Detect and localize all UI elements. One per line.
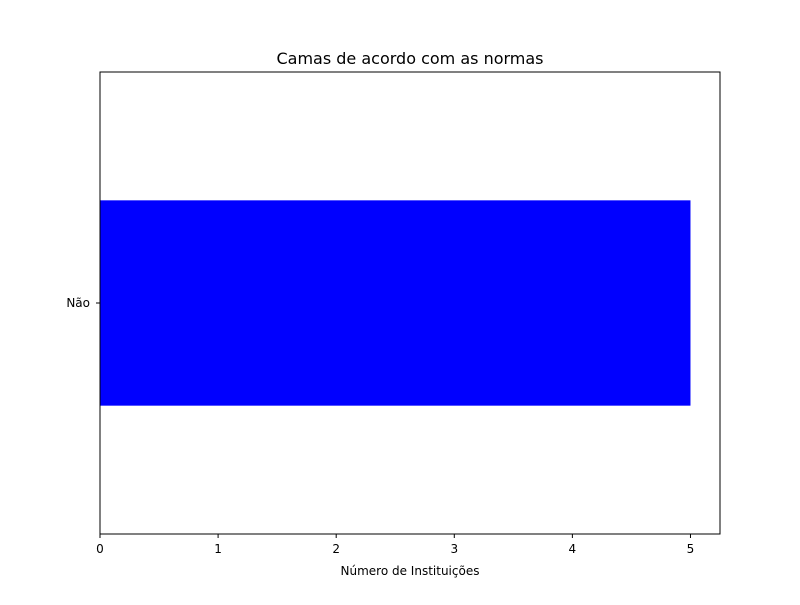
x-tick-label: 0 [96, 542, 104, 556]
y-tick-label: Não [66, 296, 90, 310]
x-tick-label: 5 [687, 542, 695, 556]
x-tick-label: 3 [450, 542, 458, 556]
x-tick-label: 4 [569, 542, 577, 556]
y-axis: Não [66, 296, 100, 310]
chart-title: Camas de acordo com as normas [276, 49, 543, 68]
bar-0 [100, 200, 691, 406]
bars-layer [100, 200, 691, 406]
x-tick-label: 1 [214, 542, 222, 556]
x-axis-label: Número de Instituições [341, 564, 480, 578]
x-tick-label: 2 [332, 542, 340, 556]
x-axis: 0 1 2 3 4 5 [96, 534, 694, 556]
